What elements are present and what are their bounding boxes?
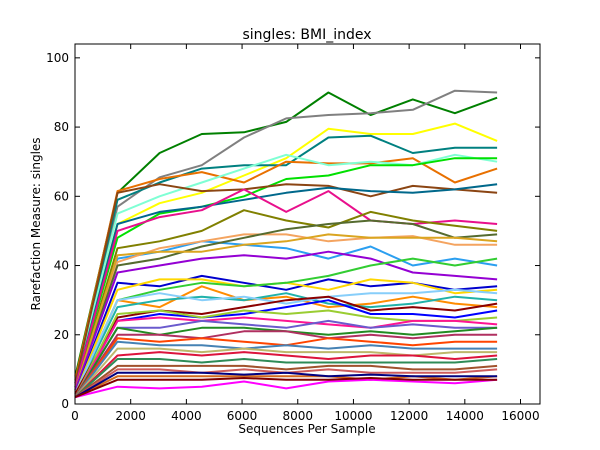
- series-layer: [74, 89, 498, 399]
- y-tick-label: 0: [61, 397, 69, 411]
- series-line-14: [74, 219, 498, 391]
- series-line-20: [74, 285, 498, 395]
- x-tick-label: 14000: [446, 409, 484, 423]
- series-line-4: [74, 134, 498, 384]
- series-line-38: [74, 371, 498, 398]
- x-tick-label: 8000: [282, 409, 313, 423]
- series-line-35: [74, 364, 498, 398]
- series-line-26: [74, 316, 498, 398]
- series-line-5: [74, 157, 498, 381]
- series-line-3: [74, 122, 498, 384]
- x-tick-label: 4000: [171, 409, 202, 423]
- y-axis-label: Rarefaction Measure: singles: [29, 137, 43, 310]
- x-tick-label: 10000: [334, 409, 372, 423]
- series-line-21: [74, 292, 498, 395]
- x-tick-label: 16000: [501, 409, 539, 423]
- x-axis-label: Sequences Per Sample: [238, 422, 375, 436]
- series-line-9: [74, 183, 498, 387]
- series-line-33: [74, 351, 498, 398]
- plot-frame: [74, 43, 541, 405]
- x-tick-label: 2000: [115, 409, 146, 423]
- x-tick-label: 0: [71, 409, 79, 423]
- series-line-16: [74, 250, 498, 391]
- y-tick-label: 40: [54, 259, 69, 273]
- series-line-34: [74, 358, 498, 398]
- x-tick-label: 12000: [390, 409, 428, 423]
- series-line-6: [74, 153, 498, 384]
- series-line-40: [74, 377, 498, 399]
- series-line-19: [74, 257, 498, 395]
- series-line-32: [74, 347, 498, 398]
- series-line-12: [74, 240, 498, 391]
- y-tick-label: 60: [54, 189, 69, 203]
- series-line-39: [75, 378, 498, 399]
- series-line-23: [74, 295, 498, 395]
- series-line-37: [74, 375, 498, 398]
- series-line-29: [74, 330, 498, 398]
- ticks-layer: 0 2000 4000 6000 8000 10000 12000 14000 16000 0 20…: [46, 44, 540, 423]
- y-tick-label: 100: [46, 51, 69, 65]
- x-tick-label: 6000: [227, 409, 258, 423]
- series-line-24: [74, 299, 498, 398]
- series-line-17: [74, 274, 498, 394]
- series-line-31: [74, 340, 498, 398]
- series-line-11: [74, 209, 498, 391]
- series-line-27: [74, 319, 498, 398]
- series-line-22: [74, 288, 498, 395]
- series-line-8: [74, 183, 498, 384]
- y-tick-label: 20: [54, 328, 69, 342]
- series-line-15: [74, 233, 498, 391]
- y-tick-label: 80: [54, 120, 69, 134]
- chart-title: singles: BMI_index: [242, 27, 371, 43]
